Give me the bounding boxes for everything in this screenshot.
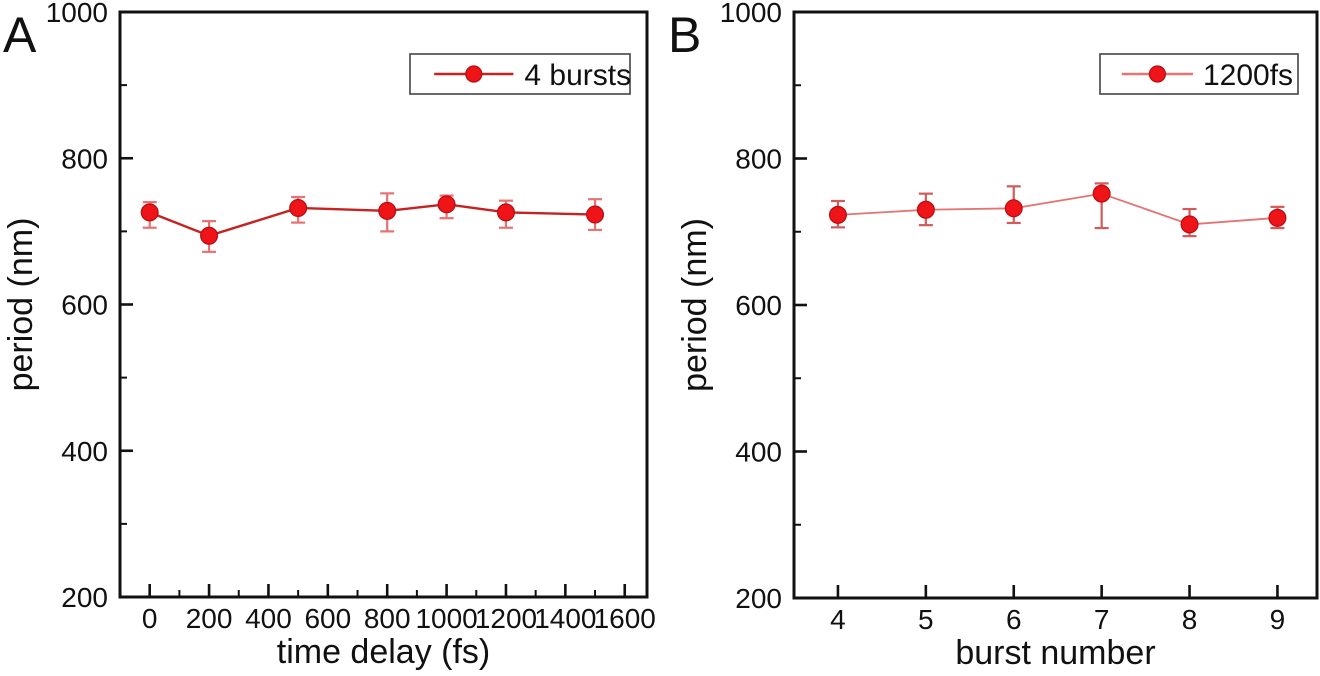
panel-a-letter: A — [3, 7, 37, 63]
x-tick-label: 0 — [142, 603, 158, 634]
x-tick-label: 1000 — [415, 603, 477, 634]
x-tick-label: 5 — [918, 604, 934, 635]
x-tick-label: 7 — [1094, 604, 1110, 635]
plot-frame — [118, 10, 649, 599]
data-point — [828, 205, 847, 224]
data-point — [200, 226, 219, 245]
legend-label: 4 bursts — [524, 59, 631, 92]
y-axis-title: period (nm) — [676, 218, 714, 392]
data-point — [496, 203, 515, 222]
y-tick-label: 400 — [735, 437, 782, 468]
x-tick-label: 9 — [1270, 604, 1286, 635]
data-point — [140, 203, 159, 222]
data-point — [1180, 215, 1199, 234]
y-axis-title: period (nm) — [2, 218, 40, 392]
x-tick-label: 1200 — [475, 603, 537, 634]
series-line — [837, 192, 1278, 226]
data-point — [1004, 199, 1023, 218]
data-point — [1268, 208, 1287, 227]
y-tick-label: 200 — [61, 582, 108, 613]
panel-b-letter: B — [668, 7, 702, 63]
plot-frame — [792, 10, 1319, 600]
data-point — [378, 201, 397, 220]
legend-marker — [1148, 65, 1167, 83]
y-tick-label: 1000 — [720, 0, 782, 28]
x-tick-label: 1400 — [534, 603, 596, 634]
data-point — [586, 205, 605, 224]
x-tick-label: 200 — [186, 603, 233, 634]
y-tick-label: 800 — [735, 144, 782, 175]
x-tick-label: 8 — [1182, 604, 1198, 635]
x-tick-label: 800 — [364, 603, 411, 634]
x-tick-label: 1600 — [594, 603, 656, 634]
y-tick-label: 800 — [61, 143, 108, 174]
y-tick-label: 400 — [61, 436, 108, 467]
panel-b-chart: 4 5 6 7 8 9 200 400 600 800 1000 burst number period… — [676, 0, 1319, 672]
data-point — [289, 198, 308, 217]
x-axis-title: time delay (fs) — [277, 633, 491, 671]
legend-marker — [465, 65, 483, 83]
y-tick-label: 1000 — [46, 0, 108, 28]
x-tick-label: 6 — [1006, 604, 1022, 635]
x-axis-title: burst number — [955, 634, 1155, 672]
x-tick-label: 4 — [830, 604, 846, 635]
x-tick-label: 400 — [245, 603, 292, 634]
y-tick-label: 200 — [735, 583, 782, 614]
legend-label: 1200fs — [1203, 59, 1293, 92]
data-point — [916, 200, 935, 219]
panel-a-chart: 0 200 400 600 800 100012001400160020040060080… — [2, 0, 656, 671]
y-tick-label: 600 — [735, 290, 782, 321]
y-tick-label: 600 — [61, 290, 108, 321]
x-tick-label: 600 — [304, 603, 351, 634]
data-point — [1092, 184, 1111, 203]
data-point — [437, 195, 456, 214]
